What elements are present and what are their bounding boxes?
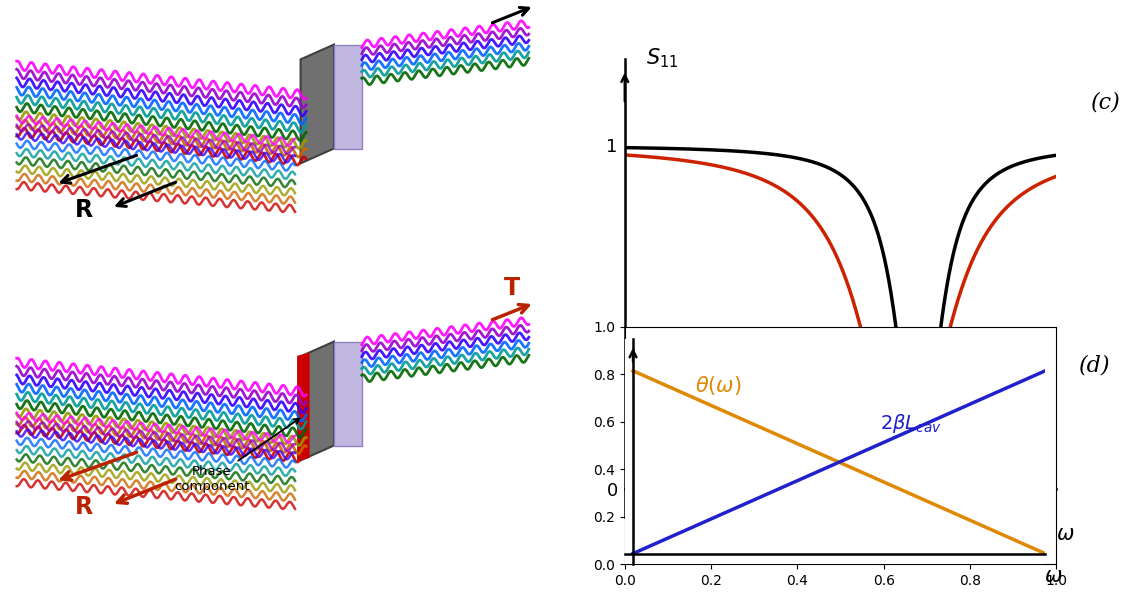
Polygon shape bbox=[301, 45, 334, 163]
Polygon shape bbox=[301, 342, 334, 460]
Text: T: T bbox=[504, 276, 520, 300]
Text: $2\beta L_{cav}$: $2\beta L_{cav}$ bbox=[880, 412, 942, 435]
Text: R: R bbox=[75, 495, 92, 519]
Text: incident
wave: incident wave bbox=[111, 318, 167, 347]
Polygon shape bbox=[334, 342, 362, 446]
Text: (d): (d) bbox=[1079, 355, 1110, 377]
Text: $\theta(\omega)$: $\theta(\omega)$ bbox=[695, 374, 742, 397]
Text: R: R bbox=[75, 198, 92, 222]
Text: ω: ω bbox=[1056, 524, 1074, 544]
Polygon shape bbox=[334, 45, 362, 148]
Text: ω: ω bbox=[1045, 567, 1062, 586]
Text: incident
wave: incident wave bbox=[111, 21, 167, 50]
Text: T: T bbox=[504, 0, 520, 3]
Text: Phase
component: Phase component bbox=[174, 419, 300, 493]
Polygon shape bbox=[298, 353, 309, 460]
Text: (c): (c) bbox=[1091, 91, 1121, 113]
Text: $S_{11}$: $S_{11}$ bbox=[646, 46, 679, 69]
